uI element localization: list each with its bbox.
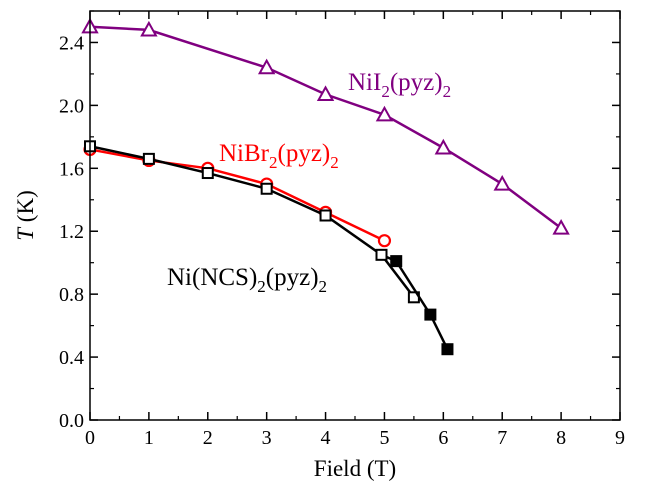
x-axis-label: Field (T) [314, 456, 396, 481]
x-tick-label: 2 [203, 427, 213, 449]
x-tick-label: 0 [85, 427, 95, 449]
series-line [395, 260, 449, 350]
data-point [201, 167, 214, 180]
y-tick-label: 0.4 [59, 347, 84, 369]
data-point [390, 255, 403, 268]
data-point [377, 234, 392, 248]
series-2 [84, 140, 420, 304]
x-tick-label: 5 [379, 427, 389, 449]
series-line [89, 25, 562, 230]
data-point [316, 85, 335, 101]
plot-frame [89, 10, 621, 421]
y-axis-label: T (K) [13, 190, 38, 240]
label-nibr2: NiBr2(pyz)2 [219, 140, 339, 172]
x-tick-label: 1 [144, 427, 154, 449]
data-point [142, 152, 155, 165]
data-point [434, 138, 453, 155]
x-tick-label: 3 [262, 427, 272, 449]
data-point [319, 209, 332, 222]
x-tick-label: 9 [615, 427, 625, 449]
data-point [375, 105, 394, 122]
label-nincs2: Ni(NCS)2(pyz)2 [167, 264, 327, 296]
x-tick-label: 4 [321, 427, 331, 449]
data-point [260, 182, 273, 195]
series-line [89, 148, 385, 242]
series-3 [390, 255, 454, 356]
data-point [493, 174, 511, 191]
x-tick-label: 6 [438, 427, 448, 449]
data-point [140, 20, 158, 37]
data-point [441, 343, 454, 356]
y-tick-label: 1.2 [59, 221, 84, 243]
label-nii2: NiI2(pyz)2 [348, 69, 451, 101]
x-tick-label: 8 [556, 427, 566, 449]
x-tick-label: 7 [497, 427, 507, 449]
y-tick-label: 2.4 [59, 32, 84, 54]
y-tick-label: 0.8 [59, 284, 84, 306]
data-point [552, 219, 570, 235]
y-tick-label: 0.0 [59, 410, 84, 432]
series-layer [81, 17, 570, 356]
label-layer: 0 1 2 3 4 5 6 7 8 9 0.0 0.4 0.8 1.2 1.6 2.0 2.4 Field (T)… [13, 32, 625, 481]
y-tick-label: 1.6 [59, 158, 84, 180]
data-point [257, 58, 276, 75]
series-0 [81, 17, 570, 235]
data-point [375, 248, 388, 261]
data-point [424, 308, 437, 321]
y-tick-label: 2.0 [59, 95, 84, 117]
